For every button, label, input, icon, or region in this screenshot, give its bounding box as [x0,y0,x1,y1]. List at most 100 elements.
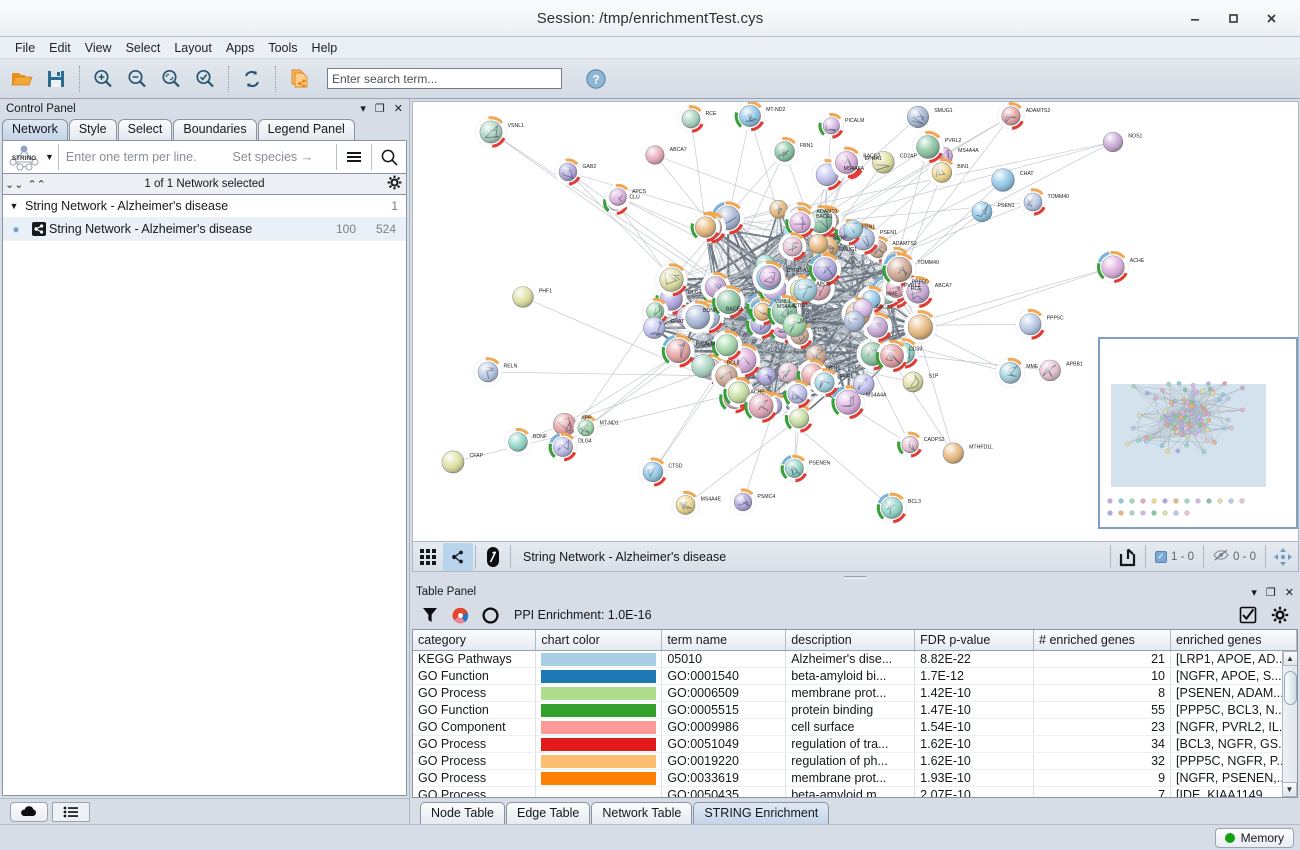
network-node[interactable] [712,285,745,319]
network-node[interactable] [573,415,599,441]
table-vertical-scrollbar[interactable]: ▲ [1282,651,1297,798]
zoom-selected-icon[interactable] [189,63,221,95]
gear-icon[interactable] [387,175,406,193]
network-node[interactable] [759,266,781,288]
network-node[interactable] [780,454,808,483]
network-node[interactable] [831,385,865,420]
network-node[interactable] [912,130,944,164]
tab-network[interactable]: Network [2,119,68,140]
network-node[interactable] [853,373,875,395]
network-node[interactable] [882,252,917,287]
network-node[interactable] [995,357,1026,388]
network-node[interactable] [907,106,929,128]
network-node[interactable] [553,413,576,436]
scrollbar-thumb[interactable] [1283,671,1297,706]
network-node[interactable] [843,310,865,332]
network-node[interactable] [876,492,908,524]
network-node[interactable] [818,112,844,139]
save-icon[interactable] [40,63,72,95]
column-header-chart-color[interactable]: chart color [535,630,663,652]
table-row[interactable]: GO Function GO:0005515 protein binding 1.47… [413,701,1297,720]
column-header-enriched-gene-count[interactable]: # enriched genes [1033,630,1172,652]
maximize-icon[interactable] [1214,3,1252,33]
table-row[interactable]: GO Function GO:0001540 beta-amyloid bi... 1… [413,667,1297,686]
table-scroll-area[interactable]: KEGG Pathways 05010 Alzheimer's dise... 8.8… [413,651,1297,798]
tab-boundaries[interactable]: Boundaries [173,119,257,140]
column-header-term-name[interactable]: term name [661,630,787,652]
network-node[interactable] [1015,308,1046,340]
cloud-icon[interactable] [10,801,48,822]
menu-layout[interactable]: Layout [174,40,212,55]
panel-splitter[interactable] [410,572,1300,583]
menu-file[interactable]: File [15,40,36,55]
network-node[interactable] [711,329,743,361]
pie-chart-icon[interactable] [446,602,474,628]
network-node[interactable] [441,450,465,474]
network-node[interactable] [691,354,716,378]
network-node[interactable] [808,252,842,286]
checkbox-checked-icon[interactable] [1234,602,1262,628]
network-node[interactable] [671,490,700,519]
network-node[interactable] [681,300,715,334]
network-node[interactable] [723,377,754,408]
table-row[interactable]: KEGG Pathways 05010 Alzheimer's dise... 8.8… [413,651,1297,669]
tab-network-table[interactable]: Network Table [591,802,693,825]
string-query-input[interactable]: Enter one term per line. Set species → [59,150,336,164]
memory-indicator[interactable]: Memory [1214,827,1294,848]
string-logo-icon[interactable]: STRING [3,141,45,173]
expand-triangle-icon[interactable]: ▼ [9,201,19,211]
network-node[interactable] [554,158,582,186]
gear-icon[interactable] [1266,602,1294,628]
network-node[interactable] [1102,131,1124,153]
network-node[interactable] [734,102,766,132]
network-list[interactable]: ▼ String Network - Alzheimer's disease 1… [2,194,407,796]
network-node[interactable] [548,432,578,462]
refresh-icon[interactable] [236,63,268,95]
network-node[interactable] [784,404,814,433]
panel-float-icon[interactable]: ❐ [1265,586,1276,599]
network-node[interactable] [971,201,993,223]
menu-edit[interactable]: Edit [49,40,71,55]
network-node[interactable] [831,146,863,179]
string-species-label[interactable]: Set species → [232,150,314,164]
panel-close-icon[interactable]: ✕ [393,103,403,115]
chevron-double-up-icon[interactable]: ⌃⌃ [27,178,46,191]
annotation-icon[interactable] [478,543,508,571]
network-node[interactable] [810,368,839,397]
network-node[interactable] [475,116,507,148]
zoom-in-icon[interactable] [87,63,119,95]
export-network-icon[interactable] [283,63,315,95]
list-icon[interactable] [52,801,90,822]
menu-apps[interactable]: Apps [225,40,255,55]
network-graph[interactable]: MT-ND2 VSNL1 RCE SMUG1 ADAMTS2 PVRL2 ACHE DLG4 B… [413,102,1299,542]
panel-close-icon[interactable]: ✕ [1284,586,1294,599]
export-image-icon[interactable] [1113,543,1143,571]
network-node[interactable] [927,157,957,187]
network-node[interactable] [997,102,1025,130]
tab-legend-panel[interactable]: Legend Panel [257,119,355,140]
network-node[interactable] [770,136,799,166]
column-header-fdr-pvalue[interactable]: FDR p-value [914,630,1035,652]
donut-chart-icon[interactable] [476,602,504,628]
search-icon[interactable] [372,141,406,173]
column-header-category[interactable]: category [413,630,537,652]
network-node[interactable] [897,431,923,458]
tab-select[interactable]: Select [117,119,173,140]
tab-string-enrichment[interactable]: STRING Enrichment [693,802,830,825]
zoom-fit-icon[interactable] [155,63,187,95]
network-node[interactable] [1039,359,1061,382]
network-node[interactable] [942,442,964,464]
network-node[interactable] [690,212,721,243]
network-node[interactable] [902,371,924,393]
hamburger-icon[interactable] [337,141,371,173]
selected-node-counter[interactable]: ✓ 1 - 0 [1148,550,1201,563]
network-node[interactable] [778,232,807,261]
string-species-caret-icon[interactable]: ▼ [45,152,54,162]
panel-dropdown-icon[interactable]: ▾ [360,103,366,115]
panel-float-icon[interactable]: ❐ [374,103,385,115]
network-node[interactable] [902,276,934,308]
share-network-icon[interactable] [443,542,473,571]
tab-style[interactable]: Style [68,119,117,140]
network-node[interactable] [903,310,938,344]
network-node[interactable] [875,339,909,373]
